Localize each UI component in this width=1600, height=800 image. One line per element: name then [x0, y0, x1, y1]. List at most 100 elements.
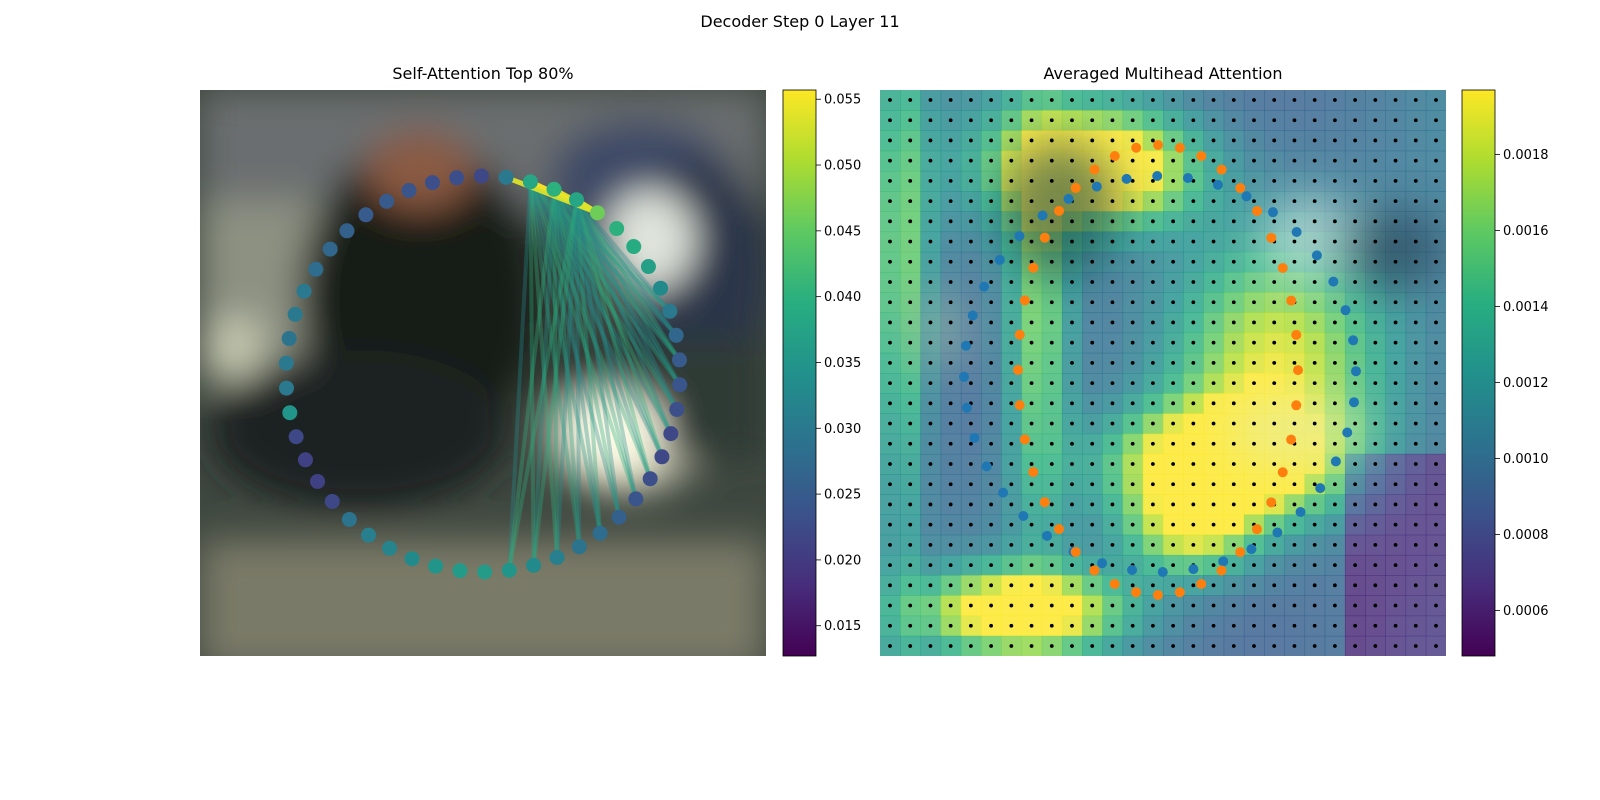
grid-dot [1070, 300, 1074, 304]
query-point [449, 170, 464, 185]
grid-dot [1191, 401, 1195, 405]
query-point [653, 281, 668, 296]
series-point [1266, 497, 1276, 507]
grid-dot [1353, 321, 1357, 325]
grid-dot [1050, 624, 1054, 628]
grid-dot [1333, 563, 1337, 567]
grid-dot [908, 159, 912, 163]
grid-dot [1414, 462, 1418, 466]
grid-dot [1191, 442, 1195, 446]
grid-dot [1050, 341, 1054, 345]
grid-dot [1090, 341, 1094, 345]
grid-dot [1111, 98, 1115, 102]
grid-dot [1272, 260, 1276, 264]
grid-dot [1191, 503, 1195, 507]
grid-dot [1313, 381, 1317, 385]
grid-dot [1171, 503, 1175, 507]
grid-dot [1030, 361, 1034, 365]
grid-dot [949, 604, 953, 608]
grid-dot [1151, 118, 1155, 122]
grid-dot [949, 422, 953, 426]
grid-dot [1232, 563, 1236, 567]
grid-dot [1131, 240, 1135, 244]
grid-dot [1434, 583, 1438, 587]
grid-dot [1394, 503, 1398, 507]
grid-dot [1293, 462, 1297, 466]
grid-dot [949, 462, 953, 466]
grid-dot [1191, 462, 1195, 466]
grid-dot [969, 260, 973, 264]
grid-dot [1313, 624, 1317, 628]
grid-dot [1111, 624, 1115, 628]
grid-dot [1333, 381, 1337, 385]
grid-dot [1394, 482, 1398, 486]
series-point [1092, 182, 1102, 192]
grid-dot [1353, 98, 1357, 102]
grid-dot [888, 361, 892, 365]
series-point [1089, 565, 1099, 575]
grid-dot [1090, 260, 1094, 264]
query-point [523, 174, 538, 189]
grid-dot [1030, 118, 1034, 122]
series-point [1131, 587, 1141, 597]
grid-dot [908, 219, 912, 223]
grid-dot [949, 381, 953, 385]
grid-dot [1131, 422, 1135, 426]
grid-dot [888, 341, 892, 345]
series-point [1291, 330, 1301, 340]
grid-dot [969, 321, 973, 325]
query-point [289, 429, 304, 444]
grid-dot [1070, 563, 1074, 567]
query-point [662, 304, 677, 319]
grid-dot [949, 401, 953, 405]
grid-dot [1313, 300, 1317, 304]
query-point [325, 494, 340, 509]
grid-dot [1394, 543, 1398, 547]
grid-dot [1313, 523, 1317, 527]
grid-dot [969, 381, 973, 385]
grid-dot [1151, 644, 1155, 648]
grid-dot [1070, 482, 1074, 486]
grid-dot [1434, 280, 1438, 284]
grid-dot [1009, 422, 1013, 426]
grid-dot [1373, 543, 1377, 547]
query-point [379, 194, 394, 209]
grid-dot [1131, 280, 1135, 284]
grid-dot [949, 321, 953, 325]
query-point [672, 377, 687, 392]
grid-dot [1333, 300, 1337, 304]
grid-dot [1353, 503, 1357, 507]
grid-dot [1050, 199, 1054, 203]
grid-dot [1394, 523, 1398, 527]
grid-dot [1373, 604, 1377, 608]
grid-dot [1151, 462, 1155, 466]
grid-dot [1131, 118, 1135, 122]
grid-dot [1090, 321, 1094, 325]
series-point [1110, 151, 1120, 161]
grid-dot [1394, 462, 1398, 466]
grid-dot [1333, 401, 1337, 405]
grid-dot [929, 179, 933, 183]
series-point [1292, 227, 1302, 237]
grid-dot [1272, 118, 1276, 122]
grid-dot [1212, 159, 1216, 163]
grid-dot [1232, 543, 1236, 547]
series-point [1013, 365, 1023, 375]
grid-dot [1353, 199, 1357, 203]
grid-dot [1232, 118, 1236, 122]
grid-dot [888, 321, 892, 325]
grid-dot [1212, 280, 1216, 284]
grid-dot [888, 422, 892, 426]
grid-dot [908, 583, 912, 587]
grid-dot [1030, 300, 1034, 304]
grid-dot [1414, 260, 1418, 264]
grid-dot [1272, 422, 1276, 426]
grid-dot [1434, 240, 1438, 244]
grid-dot [1212, 482, 1216, 486]
grid-dot [1333, 503, 1337, 507]
grid-dot [1394, 159, 1398, 163]
query-point [339, 223, 354, 238]
grid-dot [1313, 442, 1317, 446]
grid-dot [1131, 321, 1135, 325]
grid-dot [888, 98, 892, 102]
